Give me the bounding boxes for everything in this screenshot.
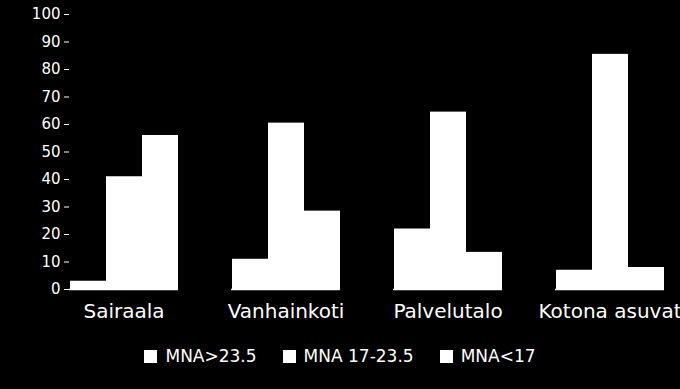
svg-text:Palvelutalo: Palvelutalo: [393, 299, 502, 323]
svg-text:Sairaala: Sairaala: [83, 299, 164, 323]
svg-text:100: 100: [32, 5, 61, 23]
svg-text:90: 90: [41, 33, 60, 51]
svg-text:10: 10: [41, 253, 60, 271]
html-text:MNA 17-23.5: MNA 17-23.5: [303, 346, 414, 366]
svg-text:70: 70: [41, 88, 60, 106]
svg-text:0: 0: [51, 280, 61, 298]
svg-text:60: 60: [41, 115, 60, 133]
svg-text:Vanhainkoti: Vanhainkoti: [228, 299, 345, 323]
svg-text:Kotona asuvat: Kotona asuvat: [538, 299, 680, 323]
svg-text:80: 80: [41, 60, 60, 78]
svg-text:50: 50: [41, 143, 60, 161]
html-text:MNA>23.5: MNA>23.5: [165, 346, 257, 366]
svg-text:20: 20: [41, 225, 60, 243]
svg-text:40: 40: [41, 170, 60, 188]
svg-text:30: 30: [41, 198, 60, 216]
html-text:MNA<17: MNA<17: [460, 346, 536, 366]
